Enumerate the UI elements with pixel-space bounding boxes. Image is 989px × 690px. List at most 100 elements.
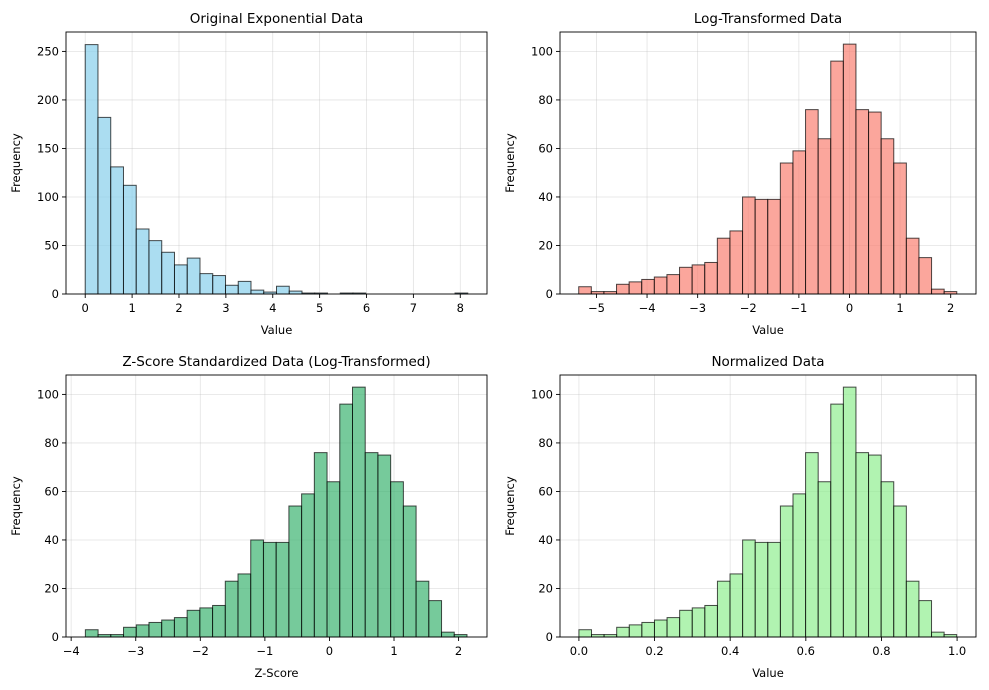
histogram-bar: [148, 240, 163, 295]
histogram-bar: [326, 481, 341, 638]
histogram-bar: [288, 505, 303, 638]
x-tick-label: 0: [326, 644, 333, 658]
histogram-bar: [237, 280, 252, 295]
histogram-bar: [339, 403, 353, 638]
histogram-bar: [148, 621, 163, 638]
y-tick-label: 60: [538, 141, 553, 155]
y-tick-label: 100: [37, 190, 59, 204]
histogram-bar: [767, 541, 781, 638]
histogram-bar: [628, 281, 643, 295]
chart-title: Original Exponential Data: [190, 11, 363, 27]
x-tick-label: −4: [639, 301, 656, 315]
histogram-bar: [716, 237, 731, 295]
histogram-bar: [578, 286, 592, 295]
y-tick-label: 0: [546, 630, 553, 644]
x-tick-label: 2: [947, 301, 954, 315]
histogram-bar: [135, 228, 150, 295]
x-tick-label: 2: [175, 301, 182, 315]
histogram-bar: [628, 624, 643, 638]
y-tick-label: 20: [538, 238, 553, 252]
histogram-bar: [868, 454, 882, 638]
histogram-bar: [754, 541, 769, 638]
histogram-bar: [779, 162, 794, 295]
y-axis-label: Frequency: [503, 133, 517, 193]
y-tick-label: 40: [538, 533, 553, 547]
y-tick-label: 200: [37, 93, 59, 107]
x-tick-label: 8: [457, 301, 464, 315]
histogram-bar: [653, 276, 668, 295]
histogram-bar: [880, 138, 895, 295]
histogram-bar: [691, 264, 706, 295]
axes-frame: [65, 374, 488, 638]
histogram-bar: [161, 619, 175, 638]
y-tick-label: 40: [44, 533, 59, 547]
histogram-bar: [578, 629, 593, 638]
x-tick-label: 0.2: [645, 644, 663, 658]
y-tick-label: 50: [44, 238, 59, 252]
histogram-bar: [666, 274, 681, 295]
x-axis-label: Value: [752, 666, 784, 680]
x-tick-label: 1: [390, 644, 397, 658]
histogram-bar: [161, 251, 175, 295]
histogram-bar: [135, 624, 150, 638]
histogram-bar: [792, 493, 807, 638]
histogram-bar: [123, 626, 137, 638]
axes-frame: [559, 31, 977, 295]
x-tick-label: −2: [192, 644, 209, 658]
y-tick-label: 60: [538, 484, 553, 498]
y-tick-label: 0: [546, 287, 553, 301]
x-tick-label: 1: [128, 301, 135, 315]
histogram-bar: [441, 631, 455, 638]
x-tick-label: 0.8: [872, 644, 890, 658]
y-tick-label: 0: [52, 287, 59, 301]
histogram-bar: [186, 257, 201, 295]
histogram-bar: [199, 607, 214, 638]
y-tick-label: 80: [538, 436, 553, 450]
y-axis-label: Frequency: [9, 133, 23, 193]
x-tick-label: 1: [896, 301, 903, 315]
y-tick-label: 60: [44, 484, 59, 498]
chart-panel-4: 0.0 0.2 0.4 0.6 0.8 1.0 0 20 40 60 80 100 Normalized…: [503, 354, 977, 680]
y-axis-label: Frequency: [503, 476, 517, 536]
histogram-bar: [767, 198, 781, 295]
histogram-bar: [377, 454, 392, 638]
chart-title: Log-Transformed Data: [694, 11, 842, 27]
histogram-bar: [855, 109, 870, 295]
histogram-bar: [855, 452, 870, 638]
y-tick-label: 20: [538, 581, 553, 595]
histogram-bar: [415, 580, 430, 638]
histogram-bar: [842, 43, 857, 295]
histogram-bar: [679, 266, 693, 295]
y-tick-label: 100: [531, 44, 553, 58]
histogram-bar: [224, 284, 239, 295]
y-tick-label: 40: [538, 190, 553, 204]
x-tick-label: 0: [846, 301, 853, 315]
x-tick-label: −1: [790, 301, 807, 315]
x-tick-label: −1: [256, 644, 273, 658]
histogram-bar: [653, 619, 668, 638]
histogram-bar: [224, 580, 239, 638]
histogram-bar: [805, 109, 819, 295]
axes-frame: [559, 374, 977, 638]
histogram-bar: [666, 617, 681, 638]
histogram-bar: [351, 386, 366, 638]
histogram-bar: [237, 573, 252, 638]
y-tick-label: 20: [44, 581, 59, 595]
histogram-bar: [276, 285, 290, 295]
histogram-bar: [729, 573, 744, 638]
x-tick-label: 1.0: [948, 644, 966, 658]
histogram-bar: [918, 257, 933, 295]
histogram-bar: [402, 505, 417, 638]
histogram-bar: [641, 278, 655, 295]
histogram-bar: [250, 539, 264, 638]
chart-panel-1: 0 1 2 3 4 5 6 7 8 0 50 100 150 200 250 Original Exponen…: [9, 11, 488, 337]
histogram-bar: [110, 166, 124, 295]
x-tick-label: 3: [222, 301, 229, 315]
histogram-bar: [641, 621, 655, 638]
histogram-bar: [805, 452, 819, 638]
chart-panel-2: −5 −4 −3 −2 −1 0 1 2020406080100Log-Transformed…: [503, 11, 977, 337]
histogram-bar: [173, 617, 188, 638]
chart-title: Z-Score Standardized Data (Log-Transform…: [122, 354, 430, 370]
x-tick-label: 0.0: [570, 644, 588, 658]
histogram-bar: [691, 607, 706, 638]
